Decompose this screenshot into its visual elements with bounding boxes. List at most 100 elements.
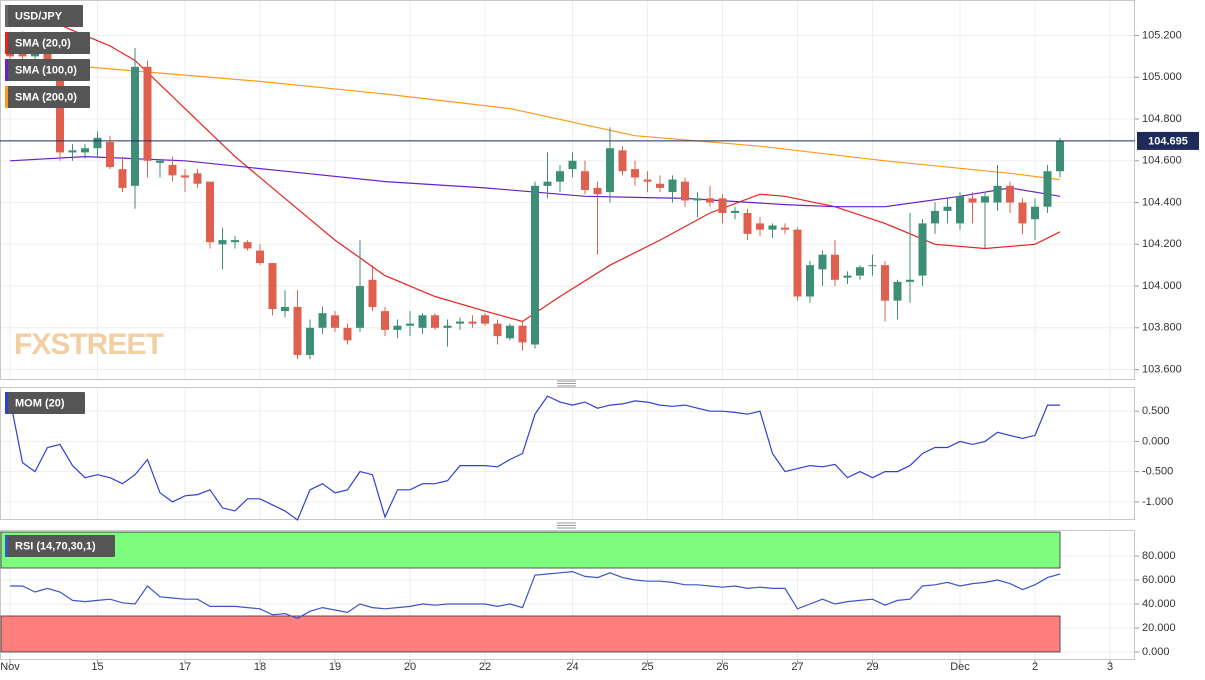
candle-body	[1006, 185, 1014, 203]
legend-label: MOM (20)	[15, 397, 65, 409]
x-tick-label: 22	[479, 661, 491, 673]
candle-body	[931, 210, 939, 224]
y-tick-label: 104.800	[1142, 113, 1182, 125]
candle-body	[568, 160, 577, 170]
candle-body	[643, 179, 652, 182]
candle-body	[793, 229, 802, 297]
x-tick-label: 20	[404, 661, 416, 673]
x-tick-label: 24	[566, 661, 578, 673]
candle-body	[656, 183, 664, 188]
x-tick-label: 18	[254, 661, 266, 673]
y-tick-label: 80.000	[1142, 550, 1176, 562]
candle-body	[631, 169, 639, 178]
mom-panel	[0, 387, 1135, 520]
candle-body	[868, 265, 877, 267]
candle-body	[856, 267, 864, 276]
y-tick-label: -1.000	[1142, 496, 1173, 508]
candle-body	[206, 181, 214, 243]
watermark: FXSTREET	[14, 328, 163, 361]
legend-box	[5, 86, 90, 108]
y-tick-label: 104.600	[1142, 155, 1182, 167]
legend-label: RSI (14,70,30,1)	[15, 540, 96, 552]
candle-body	[1018, 202, 1027, 224]
x-tick-label: 26	[716, 661, 728, 673]
candle-body	[993, 185, 1002, 203]
legend-box	[5, 392, 85, 414]
candle-body	[56, 73, 64, 153]
candle-body	[768, 225, 777, 230]
candle-body	[356, 286, 364, 328]
rsi-band	[0, 615, 1061, 653]
legend-label: SMA (20,0)	[15, 37, 71, 49]
candle-body	[318, 313, 327, 328]
candle-body	[6, 52, 14, 57]
x-tick-label: Nov	[0, 661, 20, 673]
panel-grip	[557, 522, 576, 529]
candle-body	[693, 198, 702, 201]
y-tick-label: 105.200	[1142, 29, 1182, 41]
legend-label: SMA (200,0)	[15, 91, 77, 103]
y-tick-label: -0.500	[1142, 466, 1173, 478]
candle-body	[156, 160, 164, 163]
candle-body	[368, 279, 377, 307]
indicator-line	[9, 59, 1061, 181]
legend-item: MOM (20)	[5, 392, 85, 414]
candle-body	[293, 306, 302, 355]
legend-item: SMA (20,0)	[5, 32, 90, 54]
y-tick-label: 104.000	[1142, 280, 1182, 292]
legend-box	[5, 59, 90, 81]
candle-body	[906, 279, 914, 282]
legend-item: SMA (200,0)	[5, 86, 90, 108]
indicator-line	[10, 570, 1061, 620]
legend-swatch	[5, 392, 8, 414]
candle-body	[68, 150, 77, 153]
y-tick-label: 20.000	[1142, 622, 1176, 634]
candle-body	[818, 254, 827, 270]
candle-body	[618, 150, 627, 172]
x-tick-label: Dec	[950, 661, 970, 673]
legend-box	[5, 535, 115, 557]
candle-body	[268, 263, 277, 310]
candle-body	[93, 137, 102, 149]
candle-body	[231, 240, 239, 243]
candle-body	[756, 223, 764, 230]
panel-grip	[557, 380, 576, 387]
candle-body	[593, 187, 602, 195]
candle-body	[506, 325, 514, 339]
candle-body	[893, 281, 902, 301]
legend-swatch	[5, 59, 8, 81]
candle-body	[981, 196, 989, 203]
x-tick-label: 15	[91, 661, 103, 673]
candle-body	[706, 198, 714, 203]
legend-swatch	[5, 5, 8, 27]
candle-body	[418, 315, 427, 328]
x-tick-label: 2	[1032, 661, 1038, 673]
last-price-box	[1137, 131, 1199, 150]
legend-box	[5, 5, 83, 27]
candle-body	[843, 275, 852, 278]
candle-body	[306, 327, 314, 355]
candle-body	[343, 327, 352, 341]
candle-body	[968, 198, 977, 203]
x-tick-label: 19	[329, 661, 341, 673]
candle-body	[468, 321, 477, 324]
candle-body	[168, 164, 177, 176]
x-tick-label: 17	[179, 661, 191, 673]
candle-body	[956, 196, 964, 224]
candle-body	[806, 265, 814, 297]
indicator-line	[9, 155, 1061, 208]
y-tick-label: 103.600	[1142, 363, 1182, 375]
candle-body	[243, 242, 252, 249]
candle-body	[393, 325, 402, 330]
candle-body	[881, 265, 889, 301]
candle-body	[606, 148, 614, 193]
candle-body	[918, 223, 927, 276]
x-tick-label: 29	[866, 661, 878, 673]
candle-body	[456, 321, 464, 324]
legend-box	[5, 32, 90, 54]
candle-body	[1056, 140, 1064, 172]
candle-body	[743, 212, 752, 234]
legend-item: SMA (100,0)	[5, 59, 90, 81]
legend-swatch	[5, 535, 8, 557]
